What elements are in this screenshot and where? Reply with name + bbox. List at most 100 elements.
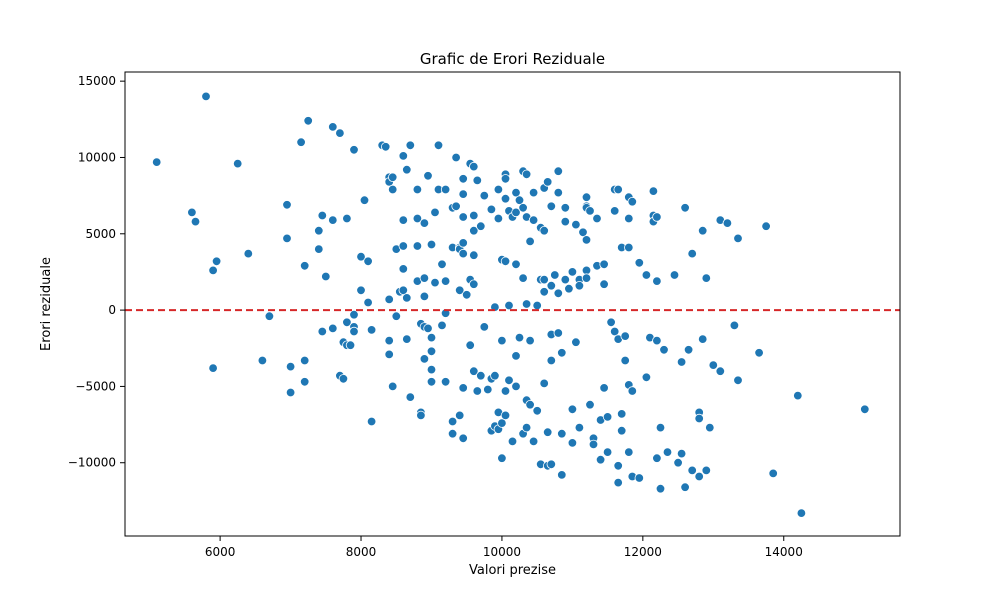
data-point bbox=[613, 477, 623, 488]
data-point bbox=[578, 227, 588, 238]
data-point bbox=[553, 328, 564, 338]
data-point bbox=[479, 322, 490, 332]
data-point bbox=[426, 364, 437, 375]
data-point bbox=[384, 294, 394, 305]
data-point bbox=[314, 225, 324, 236]
data-point bbox=[447, 429, 458, 439]
data-point bbox=[437, 320, 447, 331]
data-point bbox=[610, 206, 620, 216]
data-point bbox=[388, 381, 398, 392]
data-point bbox=[208, 265, 218, 276]
data-point bbox=[581, 273, 592, 283]
data-point bbox=[398, 241, 409, 251]
data-point bbox=[567, 404, 578, 415]
data-point bbox=[705, 422, 715, 433]
data-point bbox=[345, 340, 356, 350]
data-point bbox=[659, 345, 669, 355]
data-point bbox=[627, 386, 638, 396]
points-layer bbox=[151, 91, 870, 518]
data-point bbox=[469, 366, 479, 376]
data-point bbox=[546, 355, 557, 366]
data-point bbox=[462, 290, 472, 300]
data-point bbox=[398, 285, 409, 296]
data-point bbox=[465, 340, 475, 350]
data-point bbox=[497, 453, 507, 463]
data-point bbox=[257, 355, 268, 366]
x-tick-label: 12000 bbox=[624, 545, 662, 559]
data-point bbox=[634, 473, 645, 483]
data-point bbox=[349, 145, 359, 155]
data-point bbox=[557, 348, 567, 358]
data-point bbox=[796, 508, 807, 518]
data-point bbox=[426, 346, 437, 357]
data-point bbox=[599, 279, 609, 289]
y-tick-label: 5000 bbox=[85, 227, 116, 241]
data-point bbox=[483, 384, 493, 395]
data-point bbox=[363, 297, 373, 308]
data-point bbox=[317, 326, 328, 337]
data-point bbox=[335, 128, 345, 138]
data-point bbox=[504, 300, 514, 311]
data-point bbox=[521, 422, 532, 433]
data-point bbox=[151, 157, 162, 167]
x-tick-label: 8000 bbox=[346, 545, 377, 559]
data-point bbox=[405, 392, 416, 402]
data-point bbox=[634, 258, 645, 268]
data-point bbox=[398, 215, 409, 225]
data-point bbox=[532, 300, 542, 311]
data-point bbox=[440, 276, 451, 286]
data-point bbox=[264, 311, 275, 321]
data-point bbox=[567, 267, 578, 277]
data-point bbox=[676, 448, 687, 459]
data-point bbox=[402, 164, 412, 175]
data-point bbox=[412, 241, 423, 251]
data-point bbox=[652, 453, 662, 463]
data-point bbox=[303, 116, 313, 126]
data-point bbox=[680, 203, 690, 213]
data-point bbox=[412, 213, 423, 224]
y-tick-label: −10000 bbox=[68, 456, 116, 470]
data-point bbox=[560, 203, 571, 213]
data-point bbox=[511, 351, 521, 361]
data-point bbox=[662, 447, 673, 457]
data-point bbox=[553, 288, 564, 299]
data-point bbox=[652, 335, 662, 346]
data-point bbox=[546, 281, 557, 291]
data-point bbox=[528, 187, 539, 198]
data-point bbox=[398, 264, 409, 274]
data-point bbox=[314, 244, 324, 254]
data-point bbox=[733, 233, 743, 244]
data-point bbox=[328, 215, 338, 225]
data-point bbox=[282, 233, 292, 244]
data-point bbox=[356, 252, 366, 262]
data-point bbox=[458, 238, 468, 248]
data-point bbox=[430, 277, 440, 288]
data-point bbox=[426, 332, 437, 343]
data-point bbox=[493, 184, 504, 195]
data-point bbox=[550, 270, 560, 280]
data-point bbox=[472, 386, 483, 396]
data-point bbox=[701, 465, 712, 476]
data-point bbox=[469, 250, 479, 260]
data-point bbox=[518, 203, 528, 213]
data-point bbox=[402, 293, 412, 303]
data-point bbox=[342, 317, 352, 328]
data-point bbox=[543, 427, 553, 437]
data-point bbox=[440, 377, 451, 387]
data-point bbox=[469, 279, 479, 289]
data-point bbox=[546, 459, 557, 470]
data-point bbox=[553, 187, 564, 198]
data-point bbox=[190, 216, 201, 227]
data-point bbox=[585, 206, 595, 216]
data-point bbox=[694, 413, 704, 424]
data-point bbox=[296, 137, 306, 147]
data-point bbox=[602, 447, 613, 457]
data-point bbox=[342, 213, 352, 224]
data-point bbox=[476, 221, 486, 231]
data-point bbox=[620, 355, 630, 366]
data-point bbox=[300, 355, 310, 366]
data-point bbox=[500, 410, 511, 421]
data-point bbox=[208, 363, 218, 373]
data-point bbox=[201, 91, 211, 102]
data-point bbox=[511, 381, 521, 392]
